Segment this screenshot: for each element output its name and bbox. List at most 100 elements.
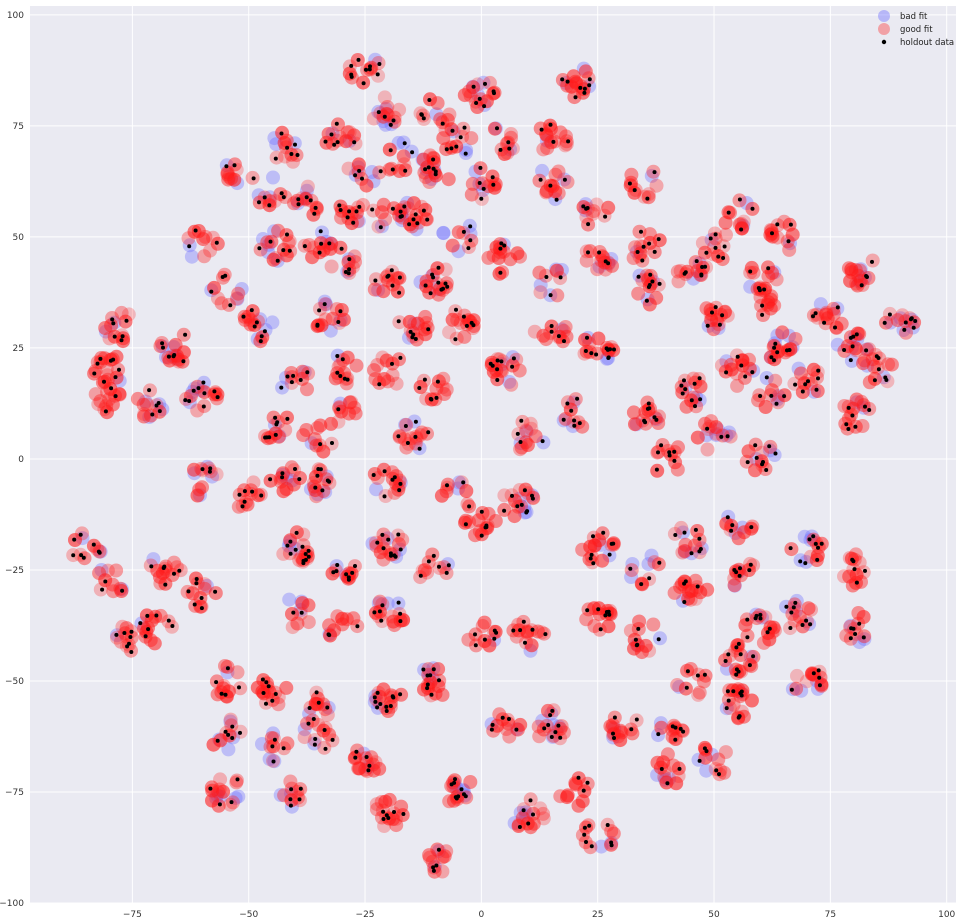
good-fit-point <box>324 416 338 431</box>
holdout-point <box>228 303 233 308</box>
good-fit-point <box>220 167 235 182</box>
holdout-point <box>275 420 280 425</box>
good-fit-point <box>296 428 311 443</box>
holdout-point <box>258 339 263 344</box>
holdout-point <box>129 629 134 634</box>
holdout-point <box>531 812 535 817</box>
good-fit-point <box>862 342 877 357</box>
holdout-point <box>291 610 296 615</box>
holdout-point <box>639 582 644 587</box>
holdout-point <box>606 356 611 360</box>
holdout-point <box>738 652 743 657</box>
holdout-point <box>731 689 736 694</box>
holdout-point <box>241 314 246 319</box>
holdout-point <box>458 135 463 140</box>
good-fit-point <box>606 826 621 841</box>
holdout-point <box>903 320 908 325</box>
holdout-point <box>782 394 787 399</box>
holdout-point <box>502 243 507 248</box>
holdout-point <box>846 405 851 410</box>
bad-fit-point <box>251 188 266 203</box>
holdout-point <box>339 246 344 251</box>
good-fit-point <box>578 332 593 347</box>
bad-fit-point <box>220 665 235 680</box>
holdout-point <box>199 606 204 611</box>
holdout-point <box>750 370 755 375</box>
good-fit-point <box>209 467 224 482</box>
good-fit-point <box>442 794 457 809</box>
holdout-point <box>811 314 815 319</box>
holdout-point <box>194 577 199 581</box>
holdout-point <box>270 698 275 703</box>
good-fit-point <box>625 726 640 741</box>
holdout-point <box>111 321 116 326</box>
holdout-point <box>492 636 497 641</box>
good-fit-point <box>98 321 113 335</box>
holdout-point <box>413 337 418 341</box>
holdout-point <box>553 730 558 735</box>
good-fit-point <box>431 662 446 677</box>
bad-fit-point <box>378 117 393 132</box>
holdout-point <box>578 85 583 90</box>
holdout-point <box>725 515 730 520</box>
good-fit-point <box>513 249 527 264</box>
good-fit-point <box>88 364 103 378</box>
holdout-point <box>749 525 754 530</box>
good-fit-point <box>422 850 437 865</box>
holdout-point <box>803 382 808 387</box>
good-fit-point <box>713 763 728 778</box>
good-fit-point <box>502 729 517 744</box>
holdout-point <box>327 633 332 638</box>
good-fit-point <box>359 178 374 193</box>
holdout-point <box>259 334 264 339</box>
holdout-point <box>716 254 721 259</box>
holdout-point <box>297 477 302 482</box>
good-fit-point <box>325 311 340 326</box>
good-fit-point <box>310 421 325 435</box>
bad-fit-point <box>146 552 161 567</box>
plot-background <box>30 6 956 903</box>
good-fit-point <box>276 484 291 499</box>
good-fit-point <box>260 235 275 250</box>
holdout-point <box>479 533 484 538</box>
holdout-point <box>312 211 317 216</box>
good-fit-point <box>220 165 235 180</box>
holdout-point <box>849 626 854 631</box>
holdout-point <box>291 373 296 378</box>
holdout-point <box>815 557 820 562</box>
holdout-point <box>305 370 310 375</box>
holdout-point <box>410 335 415 340</box>
holdout-point <box>714 768 719 773</box>
good-fit-point <box>624 167 639 182</box>
holdout-point <box>430 272 435 277</box>
holdout-point <box>308 198 313 203</box>
bad-fit-point <box>519 424 534 439</box>
good-fit-point <box>501 716 516 731</box>
holdout-point <box>597 250 602 255</box>
holdout-point <box>474 101 479 105</box>
holdout-point <box>201 404 206 409</box>
holdout-point <box>289 380 294 385</box>
holdout-point <box>576 775 581 780</box>
holdout-point <box>708 236 713 241</box>
holdout-point <box>500 715 505 720</box>
holdout-point <box>177 568 182 573</box>
holdout-point <box>268 477 273 482</box>
holdout-point <box>682 378 686 383</box>
good-fit-point <box>281 235 296 250</box>
holdout-point <box>680 391 685 396</box>
holdout-point <box>380 603 385 608</box>
holdout-point <box>103 409 108 414</box>
good-fit-point <box>376 533 391 548</box>
good-fit-point <box>93 394 108 409</box>
holdout-point <box>217 802 222 807</box>
holdout-point <box>874 354 879 359</box>
holdout-point <box>71 553 76 558</box>
holdout-point <box>853 632 858 636</box>
good-fit-point <box>388 811 403 826</box>
holdout-point <box>273 156 278 161</box>
holdout-point <box>811 534 816 539</box>
holdout-point <box>111 357 116 362</box>
holdout-point <box>857 621 862 626</box>
holdout-point <box>377 382 382 387</box>
